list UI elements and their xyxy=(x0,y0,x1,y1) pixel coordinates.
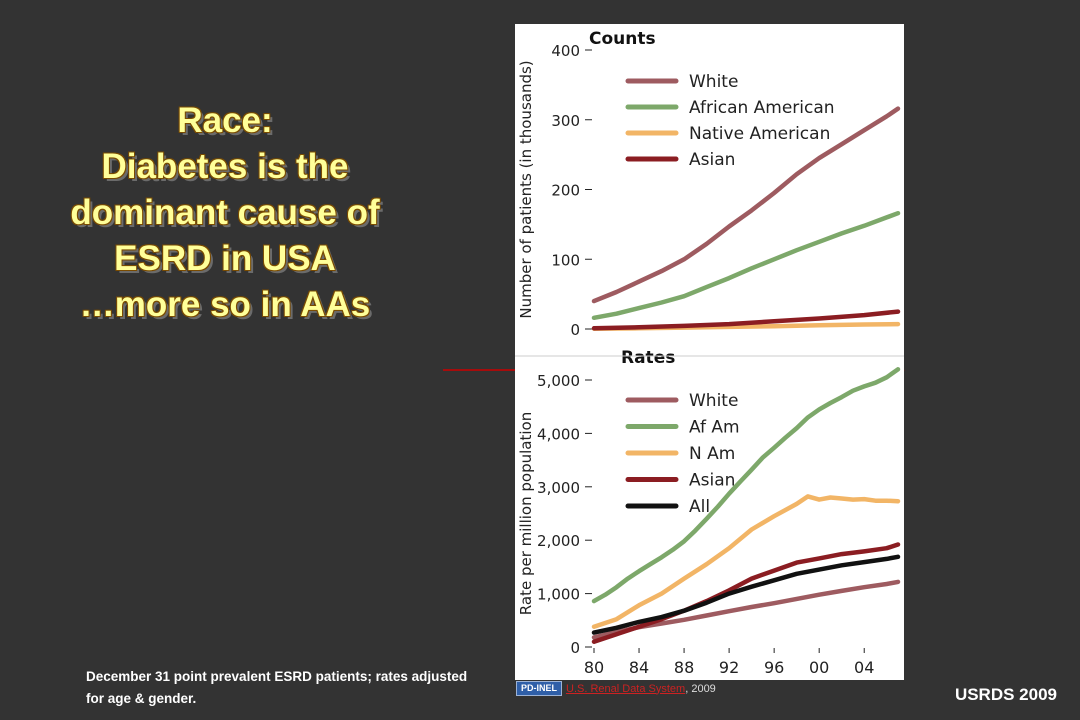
y-axis-label: Rate per million population xyxy=(517,412,535,615)
title-line: ESRD in USA xyxy=(114,239,336,278)
legend-label: African American xyxy=(689,98,835,118)
legend-label: Native American xyxy=(689,124,830,144)
slide-title: Race: Diabetes is the dominant cause of … xyxy=(20,98,430,328)
y-tick-label: 4,000 xyxy=(537,425,580,443)
attribution-year: , 2009 xyxy=(685,682,716,695)
series-line xyxy=(591,494,901,629)
charts-svg: Counts Number of patients (in thousands) 0… xyxy=(515,29,904,677)
chart-title: Counts xyxy=(589,29,656,49)
x-tick-label: 04 xyxy=(854,658,874,677)
x-tick-label: 00 xyxy=(809,658,829,677)
chart-panel: Counts Number of patients (in thousands) 0… xyxy=(515,24,904,680)
title-line: Race: xyxy=(177,101,273,140)
x-tick-label: 96 xyxy=(764,658,784,677)
legend-label: Af Am xyxy=(689,418,740,438)
chart-title: Rates xyxy=(621,348,675,368)
y-tick-label: 0 xyxy=(570,639,580,657)
y-axis-label: Number of patients (in thousands) xyxy=(517,60,535,318)
brand-label: USRDS 2009 xyxy=(954,685,1057,704)
attribution: PD-INEL U.S. Renal Data System , 2009 xyxy=(516,681,716,696)
legend-label: All xyxy=(689,497,710,517)
legend-label: White xyxy=(689,391,738,411)
x-tick-label: 92 xyxy=(719,658,739,677)
y-tick-label: 5,000 xyxy=(537,372,580,390)
x-tick-label: 88 xyxy=(674,658,694,677)
source-link[interactable]: U.S. Renal Data System xyxy=(566,682,686,695)
y-tick-label: 1,000 xyxy=(537,586,580,604)
public-domain-badge-icon: PD-INEL xyxy=(516,681,562,696)
y-tick-label: 200 xyxy=(551,182,580,200)
legend-label: White xyxy=(689,72,738,92)
title-line: …more so in AAs xyxy=(79,285,371,324)
legend-label: Asian xyxy=(689,471,735,491)
y-tick-label: 300 xyxy=(551,112,580,130)
series-line xyxy=(591,367,901,604)
legend-label: N Am xyxy=(689,444,735,464)
series-line xyxy=(591,210,901,321)
series-line xyxy=(591,542,901,644)
y-tick-label: 2,000 xyxy=(537,532,580,550)
legend-label: Asian xyxy=(689,150,735,170)
title-line: Diabetes is the xyxy=(101,147,349,186)
y-tick-label: 100 xyxy=(551,251,580,269)
series-line xyxy=(591,309,901,331)
x-tick-label: 84 xyxy=(629,658,649,677)
x-tick-label: 80 xyxy=(584,658,604,677)
y-tick-label: 3,000 xyxy=(537,479,580,497)
series-line xyxy=(591,106,901,304)
y-tick-label: 0 xyxy=(570,321,580,339)
title-line: dominant cause of xyxy=(70,193,380,232)
footnote: December 31 point prevalent ESRD patient… xyxy=(86,669,468,706)
y-tick-label: 400 xyxy=(551,42,580,60)
series-line xyxy=(591,554,901,635)
